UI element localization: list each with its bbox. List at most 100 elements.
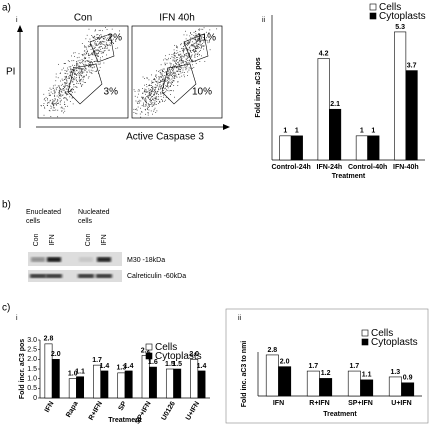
bar — [165, 368, 174, 399]
flow-dot — [96, 50, 98, 52]
flow-dot — [197, 38, 199, 40]
flow-dot — [97, 56, 99, 57]
band — [31, 257, 45, 262]
flow-dot — [145, 113, 147, 115]
flow-dot — [173, 80, 174, 82]
flow-dot — [81, 75, 83, 77]
flow-dot — [201, 46, 202, 48]
flow-dot — [58, 93, 60, 95]
flow-dot — [106, 29, 108, 30]
x-axis-label: Treatment — [323, 411, 357, 418]
flow-dot — [59, 86, 60, 88]
flow-dot — [61, 78, 63, 80]
flow-dot — [90, 45, 91, 46]
flow-dot — [186, 66, 188, 68]
flow-dot — [115, 48, 117, 49]
flow-dot — [163, 68, 165, 70]
flow-dot — [74, 73, 76, 75]
x-tick-label: U0126 — [161, 400, 177, 421]
flow-dot — [198, 44, 200, 46]
flow-dot — [182, 61, 184, 62]
flow-dot — [92, 53, 94, 55]
flow-dot — [100, 52, 102, 54]
flow-dot — [87, 45, 89, 47]
flow-dot — [65, 79, 67, 80]
flow-dot — [185, 30, 186, 32]
flow-dot — [197, 56, 198, 58]
flow-dot — [59, 89, 61, 91]
flow-dot — [158, 100, 160, 102]
flow-dot — [113, 38, 114, 40]
blot-group-label: Nucleated — [78, 209, 110, 216]
flow-dot — [94, 70, 96, 72]
flow-dot — [165, 97, 167, 98]
bar — [329, 108, 342, 161]
flow-dot — [104, 37, 106, 39]
gate-percent: 3% — [104, 87, 119, 98]
flow-dot — [168, 75, 170, 76]
flow-dot — [72, 64, 73, 66]
flow-dot — [84, 45, 85, 47]
flow-dot — [195, 50, 197, 52]
flow-dot — [182, 49, 184, 51]
flow-dot — [172, 75, 173, 77]
flow-dot — [59, 98, 61, 99]
flow-dot — [175, 65, 177, 67]
flow-dot — [72, 81, 73, 83]
flow-dot — [84, 50, 86, 52]
value-label: 2.0 — [51, 351, 61, 358]
flow-dot — [71, 81, 73, 83]
flow-dot — [155, 80, 157, 82]
flow-dot — [141, 97, 143, 99]
value-label: 1.3 — [116, 365, 126, 372]
flow-dot — [150, 93, 152, 95]
flow-dot — [146, 83, 147, 85]
flow-dot — [101, 43, 103, 45]
flow-dot — [77, 73, 79, 75]
flow-dot — [145, 89, 147, 90]
flow-dot — [179, 60, 181, 61]
flow-dot — [75, 86, 77, 88]
flow-dot — [190, 37, 192, 39]
flow-dot — [64, 110, 66, 112]
flow-dot — [43, 93, 45, 95]
flow-dot — [105, 46, 107, 48]
flow-dot — [144, 90, 146, 92]
flow-dot — [79, 73, 80, 75]
flow-dot — [44, 106, 46, 108]
flow-dot — [98, 37, 100, 38]
flow-dot — [102, 51, 104, 53]
flow-dot — [84, 68, 86, 70]
flow-dot — [183, 50, 185, 52]
flow-dot — [97, 63, 99, 65]
flow-dot — [88, 41, 90, 43]
flow-dot — [105, 38, 107, 40]
flow-dot — [85, 51, 87, 53]
flow-dot — [101, 45, 102, 47]
flow-dot — [152, 104, 154, 106]
flow-dot — [159, 77, 161, 79]
value-label: 1.1 — [362, 372, 372, 379]
flow-dot — [68, 76, 70, 78]
flow-dot — [51, 99, 53, 101]
flow-dot — [193, 44, 195, 46]
x-axis-label: Treatment — [332, 173, 366, 180]
flow-dot — [64, 84, 66, 86]
value-label: 1.5 — [165, 361, 175, 368]
flow-dot — [167, 74, 169, 76]
flow-dot — [99, 41, 100, 43]
flow-dot — [168, 90, 170, 92]
bar — [93, 364, 102, 399]
value-label: 1 — [360, 128, 364, 135]
flow-dot — [72, 89, 74, 90]
flow-dot — [168, 68, 170, 70]
flow-dot — [152, 82, 153, 84]
flow-dot — [201, 55, 202, 57]
flow-dot — [81, 43, 83, 45]
flow-dot — [150, 100, 152, 102]
flow-dot — [76, 63, 77, 65]
flow-dot — [78, 79, 80, 81]
flow-dot — [175, 72, 176, 74]
flow-dot — [168, 81, 170, 82]
